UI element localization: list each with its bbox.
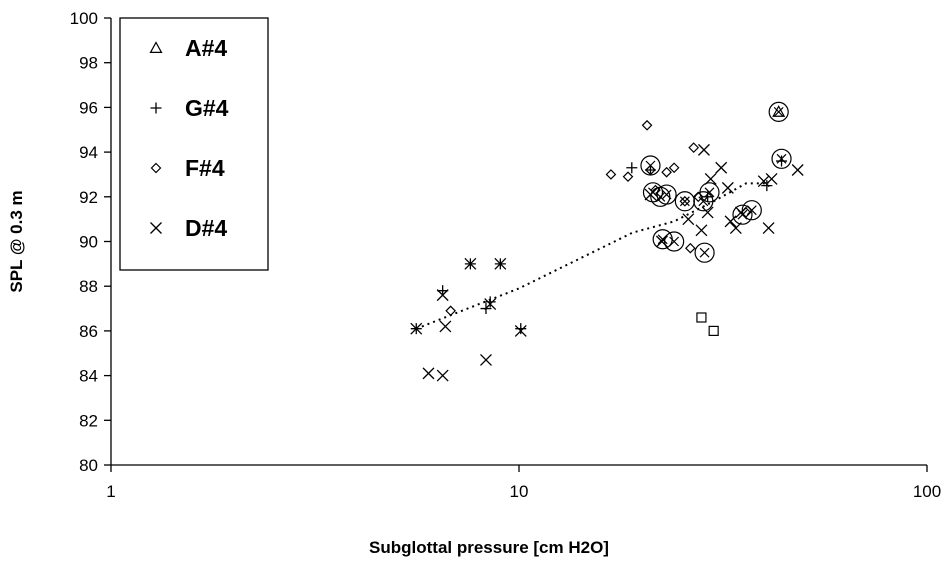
data-point-x	[721, 181, 734, 194]
y-tick-label: 96	[79, 98, 98, 117]
data-point-diamond	[622, 171, 634, 183]
y-tick-label: 86	[79, 322, 98, 341]
data-point-x	[729, 222, 742, 235]
y-tick-label: 82	[79, 411, 98, 430]
data-point-plus	[776, 155, 788, 167]
data-point-circle-x	[741, 200, 762, 221]
data-point-x	[724, 215, 737, 228]
legend-label: F#4	[185, 155, 225, 181]
trendline	[415, 182, 769, 330]
data-point-diamond	[688, 142, 700, 153]
data-point-circle-x	[771, 148, 792, 169]
data-point-plus	[761, 180, 773, 192]
data-point-x	[757, 175, 770, 188]
legend-label: A#4	[185, 35, 227, 61]
data-point-x	[436, 369, 449, 382]
data-point-square	[708, 325, 719, 336]
data-point-circle-x	[640, 155, 661, 176]
data-point-x	[514, 324, 527, 337]
data-point-x	[464, 257, 477, 270]
y-tick-label: 88	[79, 277, 98, 296]
data-point-circle-x	[694, 242, 715, 263]
data-point-triangle	[772, 105, 786, 117]
data-point-x	[436, 289, 449, 302]
data-point-circle-x	[656, 184, 677, 205]
data-point-circle-x	[768, 101, 789, 122]
legend-marker-plus	[150, 102, 162, 114]
legend-label: G#4	[185, 95, 229, 121]
data-point-x	[695, 224, 708, 237]
data-point-x	[682, 213, 695, 226]
trendline-path	[415, 182, 769, 330]
x-tick-label: 10	[510, 482, 529, 501]
data-point-diamond	[661, 166, 672, 178]
data-point-diamond	[641, 119, 653, 131]
data-point-circle-x	[699, 182, 720, 203]
data-point-x	[765, 172, 778, 185]
data-point-diamond	[445, 305, 457, 317]
data-point-circle-x	[664, 231, 685, 252]
legend-marker-triangle	[149, 41, 163, 53]
y-axis-title: SPL @ 0.3 m	[7, 190, 26, 292]
y-tick-label: 90	[79, 233, 98, 252]
data-point-diamond	[668, 162, 680, 174]
y-tick-label: 98	[79, 54, 98, 73]
y-tick-label: 80	[79, 456, 98, 475]
data-point-plus	[484, 296, 496, 308]
data-markers	[410, 101, 804, 382]
data-point-x	[697, 143, 710, 156]
legend-label: D#4	[185, 215, 227, 241]
legend: A#4 G#4 F#4 D#4	[119, 17, 269, 271]
x-tick-label: 1	[106, 482, 115, 501]
data-point-x	[701, 206, 714, 219]
data-point-diamond	[679, 195, 691, 207]
data-point-circle-x	[642, 182, 664, 203]
data-point-x	[480, 353, 492, 366]
y-tick-label: 92	[79, 188, 98, 207]
data-point-square	[696, 312, 707, 323]
data-point-x	[791, 164, 804, 176]
y-tick-label: 94	[79, 143, 98, 162]
y-tick-label: 84	[79, 367, 98, 386]
data-point-x	[494, 257, 507, 270]
data-point-x	[762, 222, 775, 235]
data-point-circle-x	[674, 191, 695, 212]
axis-ticks: 80 82 84 86 88 90 92 94 96 98 100 1 10 100	[70, 9, 942, 501]
data-point-plus	[626, 162, 638, 174]
data-point-diamond	[605, 169, 617, 180]
legend-marker-x	[150, 222, 162, 234]
data-point-plus	[515, 323, 527, 335]
data-point-x	[422, 367, 435, 380]
legend-box	[119, 17, 269, 271]
legend-marker-diamond	[150, 162, 162, 174]
data-point-x	[439, 320, 452, 333]
data-point-x	[715, 161, 728, 174]
x-tick-label: 100	[913, 482, 941, 501]
data-point-diamond	[684, 242, 696, 254]
data-point-x	[410, 322, 423, 335]
data-point-x	[484, 298, 497, 311]
x-axis-title: Subglottal pressure [cm H2O]	[369, 538, 609, 557]
y-tick-label: 100	[70, 9, 98, 28]
